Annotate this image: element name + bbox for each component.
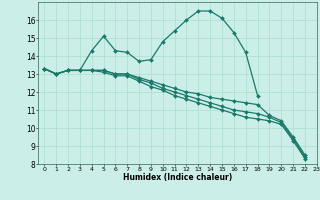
X-axis label: Humidex (Indice chaleur): Humidex (Indice chaleur) — [123, 173, 232, 182]
